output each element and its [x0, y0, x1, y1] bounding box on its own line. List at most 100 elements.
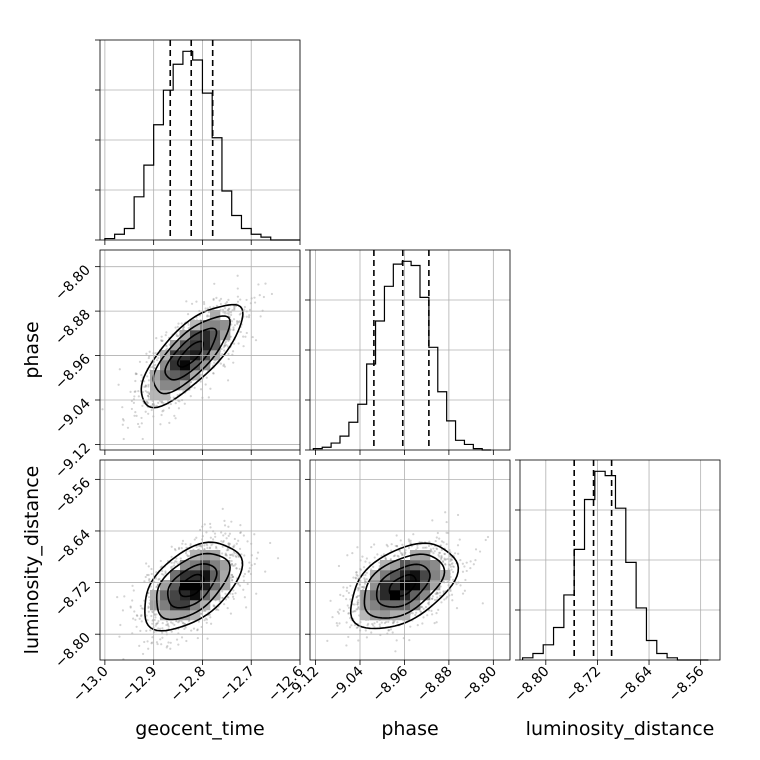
- sample-point: [212, 297, 215, 301]
- sample-point: [158, 577, 161, 581]
- density-cell: [150, 390, 161, 401]
- sample-point: [208, 613, 211, 616]
- sample-point: [445, 531, 448, 534]
- sample-point: [134, 411, 137, 414]
- sample-point: [456, 513, 460, 517]
- pair-panel-geocent-time-luminosity-distance: [116, 507, 280, 660]
- sample-point: [347, 635, 350, 639]
- sample-point: [221, 596, 224, 599]
- sample-point: [155, 622, 159, 625]
- sample-point: [365, 636, 368, 639]
- sample-point: [153, 618, 156, 622]
- sample-point: [176, 335, 179, 338]
- sample-point: [151, 641, 154, 644]
- sample-point: [148, 350, 151, 353]
- density-cell: [210, 570, 221, 581]
- sample-point: [134, 390, 137, 393]
- sample-point: [230, 313, 233, 317]
- sample-point: [204, 383, 207, 386]
- sample-point: [217, 608, 220, 612]
- sample-point: [181, 542, 184, 545]
- density-cell: [380, 590, 391, 601]
- sample-point: [400, 553, 404, 556]
- sample-point: [159, 566, 162, 569]
- density-cell: [190, 580, 201, 591]
- sample-point: [246, 582, 249, 586]
- sample-point: [227, 339, 230, 343]
- sample-point: [422, 607, 425, 610]
- sample-point: [147, 379, 151, 382]
- sample-point: [147, 605, 150, 608]
- sample-point: [228, 542, 232, 545]
- sample-point: [175, 334, 178, 337]
- sample-point: [151, 636, 154, 639]
- sample-point: [177, 547, 181, 551]
- sample-point: [356, 603, 359, 606]
- sample-point: [121, 609, 125, 612]
- sample-point: [225, 300, 229, 304]
- sample-point: [361, 555, 364, 558]
- sample-point: [389, 628, 393, 631]
- density-cell: [150, 370, 161, 381]
- sample-point: [232, 554, 235, 557]
- sample-point: [264, 282, 267, 285]
- sample-point: [357, 586, 360, 590]
- sample-point: [432, 547, 435, 550]
- sample-point: [486, 535, 490, 539]
- sample-point: [421, 546, 425, 549]
- sample-point: [237, 583, 240, 586]
- sample-point: [365, 557, 368, 560]
- sample-point: [229, 311, 233, 314]
- sample-point: [269, 541, 272, 545]
- sample-point: [231, 575, 234, 578]
- sample-point: [175, 560, 178, 563]
- sample-point: [146, 619, 149, 622]
- sample-point: [195, 300, 198, 303]
- sample-point: [202, 609, 205, 612]
- sample-point: [132, 589, 135, 592]
- sample-point: [221, 552, 224, 555]
- density-cell: [180, 360, 191, 371]
- histogram-geocent-time: [104, 50, 300, 241]
- sample-point: [203, 302, 206, 306]
- sample-point: [232, 545, 235, 549]
- density-cell: [360, 610, 371, 621]
- sample-point: [254, 339, 258, 342]
- grid-layer: [100, 40, 720, 660]
- sample-point: [137, 390, 140, 393]
- sample-point: [455, 583, 458, 586]
- sample-point: [391, 631, 394, 634]
- sample-point: [140, 416, 143, 420]
- sample-point: [165, 646, 168, 649]
- x-axis-label-luminosity-distance: luminosity_distance: [526, 718, 715, 740]
- sample-point: [224, 302, 227, 305]
- sample-point: [178, 334, 181, 337]
- sample-point: [146, 394, 150, 397]
- sample-point: [233, 307, 236, 310]
- sample-point: [233, 537, 236, 541]
- sample-point: [203, 548, 206, 551]
- sample-point: [160, 339, 164, 343]
- sample-point: [392, 622, 395, 625]
- sample-point: [474, 559, 477, 562]
- sample-point: [431, 613, 434, 616]
- sample-point: [395, 639, 398, 642]
- sample-point: [352, 576, 355, 579]
- sample-point: [154, 352, 157, 355]
- sample-point: [219, 362, 222, 365]
- x-tick-label-luminosity-distance: −8.72: [563, 664, 605, 706]
- density-cell: [200, 550, 211, 561]
- sample-point: [151, 610, 154, 613]
- sample-point: [245, 298, 248, 302]
- sample-point: [180, 547, 183, 550]
- sample-point: [231, 350, 235, 353]
- sample-point: [442, 541, 445, 544]
- sample-point: [159, 423, 162, 426]
- sample-point: [149, 629, 152, 632]
- sample-point: [223, 365, 227, 368]
- sample-point: [463, 589, 466, 592]
- sample-point: [159, 627, 162, 630]
- sample-point: [404, 549, 407, 552]
- sample-point: [220, 531, 223, 534]
- sample-point: [384, 557, 387, 560]
